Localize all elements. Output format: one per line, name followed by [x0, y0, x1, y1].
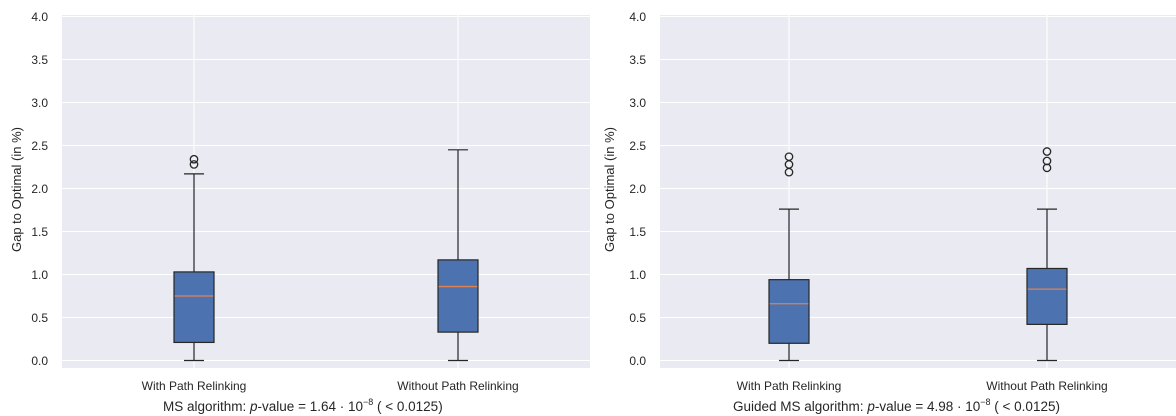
caption-p-label: p: [867, 399, 875, 414]
box-1: [173, 154, 215, 362]
left-caption: MS algorithm: p-value = 1.64 · 10−8 ( < …: [163, 397, 443, 415]
y-tick-label: 3.0: [31, 96, 48, 110]
caption-p-label: p: [250, 399, 258, 414]
y-tick-label: 3.5: [31, 53, 48, 67]
caption-exponent: −8: [980, 397, 991, 407]
y-tick-label: 2.5: [629, 139, 646, 153]
y-tick-label: 3.5: [629, 53, 646, 67]
box-1: [768, 152, 810, 362]
right-caption: Guided MS algorithm: p-value = 4.98 · 10…: [733, 397, 1060, 415]
x-category-label: Without Path Relinking: [397, 379, 518, 393]
x-category-label: With Path Relinking: [142, 379, 247, 393]
x-category-label: Without Path Relinking: [986, 379, 1107, 393]
x-category-label: With Path Relinking: [737, 379, 842, 393]
y-tick-label: 1.0: [31, 268, 48, 282]
y-tick-label: 0.0: [629, 354, 646, 368]
outlier-point: [784, 152, 794, 162]
left-boxplot-panel: 0.0 0.5 1.0 1.5 2.0 2.5 3.0 3.5 4.0 Gap to Optima…: [9, 10, 590, 415]
iqr-box: [437, 259, 479, 333]
box-2: [1026, 147, 1068, 362]
caption-exponent: −8: [363, 397, 374, 407]
y-tick-label: 2.5: [31, 139, 48, 153]
outlier-point: [189, 154, 199, 164]
y-tick-label: 4.0: [629, 10, 646, 24]
y-tick-label: 0.5: [629, 311, 646, 325]
plot-background: [62, 15, 590, 368]
y-tick-label: 3.0: [629, 96, 646, 110]
iqr-box: [768, 279, 810, 344]
caption-suffix: ( < 0.0125): [990, 399, 1060, 414]
left-boxplot-chart: 0.0 0.5 1.0 1.5 2.0 2.5 3.0 3.5 4.0 Gap to Optima…: [9, 10, 590, 393]
y-tick-label: 2.0: [629, 182, 646, 196]
box-2: [437, 149, 479, 362]
caption-suffix: ( < 0.0125): [373, 399, 443, 414]
iqr-box: [173, 271, 215, 344]
y-tick-label: 1.5: [629, 225, 646, 239]
y-tick-label: 1.5: [31, 225, 48, 239]
y-tick-label: 0.0: [31, 354, 48, 368]
y-axis-label: Gap to Optimal (in %): [602, 127, 617, 252]
iqr-box: [1026, 267, 1068, 325]
y-tick-label: 1.0: [629, 268, 646, 282]
caption-middle: -value = 4.98 · 10: [874, 399, 981, 414]
right-boxplot-chart: 0.0 0.5 1.0 1.5 2.0 2.5 3.0 3.5 4.0 Gap to Optima…: [602, 10, 1176, 393]
outlier-point: [189, 160, 199, 169]
y-tick-label: 0.5: [31, 311, 48, 325]
y-tick-label: 4.0: [31, 10, 48, 24]
right-boxplot-panel: 0.0 0.5 1.0 1.5 2.0 2.5 3.0 3.5 4.0 Gap to Optima…: [597, 0, 1176, 416]
y-tick-label: 2.0: [31, 182, 48, 196]
outlier-point: [1042, 147, 1052, 156]
y-axis-label: Gap to Optimal (in %): [9, 127, 24, 252]
caption-prefix: Guided MS algorithm:: [733, 399, 868, 414]
outlier-point: [1042, 156, 1052, 166]
plot-background: [660, 15, 1176, 368]
caption-middle: -value = 1.64 · 10: [257, 399, 363, 414]
caption-prefix: MS algorithm:: [163, 399, 251, 414]
